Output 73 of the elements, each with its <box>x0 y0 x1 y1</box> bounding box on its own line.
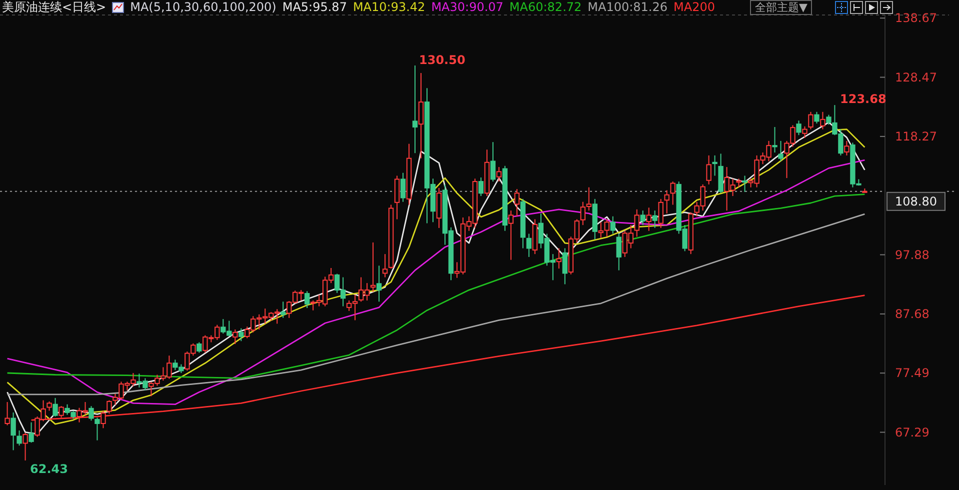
candlestick <box>820 111 826 130</box>
candlestick <box>232 328 238 344</box>
y-tick-label: 138.67 <box>895 11 937 26</box>
text: MA30:90.07 <box>431 0 504 14</box>
text: MA5:95.87 <box>282 0 347 14</box>
candlestick <box>658 198 664 228</box>
candlestick <box>46 400 52 412</box>
candlestick <box>526 233 532 258</box>
annotation: 123.68 <box>840 92 886 106</box>
legend-title: MA(5,10,30,60,100,200) <box>130 0 276 14</box>
y-tick-label: 67.29 <box>895 425 930 440</box>
line-series <box>6 159 866 406</box>
y-tick-label: 77.49 <box>895 366 930 380</box>
candlestick <box>556 248 562 270</box>
candlestick <box>670 181 676 206</box>
candlestick <box>394 175 400 220</box>
candlestick <box>772 126 778 154</box>
candlestick <box>370 242 376 292</box>
chart-title: 美原油连续<日线> <box>2 0 106 16</box>
candlestick <box>418 72 424 159</box>
candlestick <box>562 248 568 285</box>
y-tick-label: 128.47 <box>895 70 937 84</box>
candlestick <box>616 233 622 271</box>
candlestick <box>10 412 16 451</box>
candlestick <box>490 142 496 182</box>
candlestick <box>52 397 58 418</box>
candlestick <box>88 406 94 422</box>
candlestick <box>496 166 502 182</box>
text: MA10:93.42 <box>352 0 426 14</box>
text: 全部主题▼ <box>750 0 812 15</box>
candlestick <box>796 120 802 136</box>
candlestick <box>400 172 406 202</box>
text: MA60:82.72 <box>509 0 582 14</box>
candlestick <box>610 216 616 234</box>
candlestick <box>304 290 310 309</box>
line-series <box>6 194 866 379</box>
candlestick <box>712 154 718 176</box>
ref-line-label: 108.80 <box>895 194 937 208</box>
candlestick <box>508 210 514 260</box>
candlestick <box>28 422 34 444</box>
candlestick <box>652 210 658 228</box>
candlestick <box>706 154 712 185</box>
candlestick <box>844 140 850 156</box>
candlestick <box>376 265 382 302</box>
candlestick <box>514 188 520 217</box>
candlestick <box>4 402 10 426</box>
candlestick <box>58 406 64 418</box>
annotation: 62.43 <box>30 462 68 476</box>
candlestick <box>802 126 808 139</box>
candlestick <box>238 328 244 342</box>
annotation: 130.50 <box>419 53 466 67</box>
candlestick <box>478 176 484 197</box>
candlestick <box>106 400 112 414</box>
candlestick <box>646 207 652 232</box>
candlestick <box>808 111 814 130</box>
candlestick <box>22 432 28 461</box>
text: MA200 <box>674 0 715 14</box>
candlestick <box>382 254 388 278</box>
y-tick-label: 97.88 <box>895 248 930 262</box>
candlestick <box>94 417 100 441</box>
y-tick-label: 87.68 <box>895 306 930 321</box>
candlestick <box>634 208 640 238</box>
candlestick <box>16 430 22 446</box>
candlestick <box>640 210 646 226</box>
text: MA100:81.26 <box>588 0 668 14</box>
candlestick <box>280 301 286 318</box>
candlestick <box>412 64 418 154</box>
candlestick <box>742 175 748 192</box>
candlestick <box>664 190 670 214</box>
candlestick <box>814 111 820 124</box>
candlestick <box>196 342 202 354</box>
candlestick <box>778 140 784 162</box>
y-tick-label: 118.27 <box>895 129 937 144</box>
